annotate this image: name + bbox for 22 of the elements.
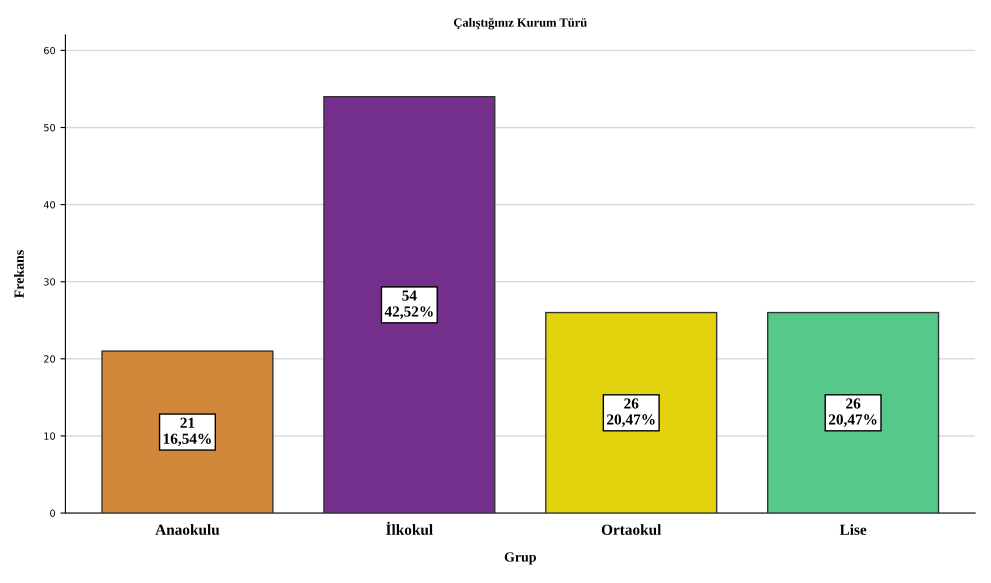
x-tick-label: Anaokulu (155, 524, 220, 535)
data-label: 26 20,47% (828, 398, 876, 427)
data-label: 21 16,54% (164, 418, 211, 446)
bar (323, 96, 496, 514)
x-tick-label: Lise (840, 524, 866, 535)
x-tick-label: Ortaokul (602, 524, 662, 535)
y-tick-label: 20 (44, 355, 56, 363)
y-tick-label: 60 (44, 46, 56, 54)
data-label: 54 42,52% (384, 290, 433, 319)
y-tick-label: 0 (50, 510, 56, 517)
x-tick-label: İlkokul (386, 522, 433, 535)
y-tick-label: 30 (44, 278, 56, 286)
y-axis-title: Frekans (14, 250, 24, 298)
y-tick-label: 10 (44, 432, 56, 440)
chart-title: Çalıştığınız Kurum Türü (454, 18, 587, 30)
bar (545, 312, 718, 514)
bar (766, 312, 940, 514)
data-label: 26 20,47% (607, 398, 655, 427)
y-tick-label: 40 (44, 201, 56, 208)
x-axis-title: Grup (504, 552, 536, 564)
y-tick-label: 50 (44, 124, 56, 132)
bar (101, 350, 274, 514)
